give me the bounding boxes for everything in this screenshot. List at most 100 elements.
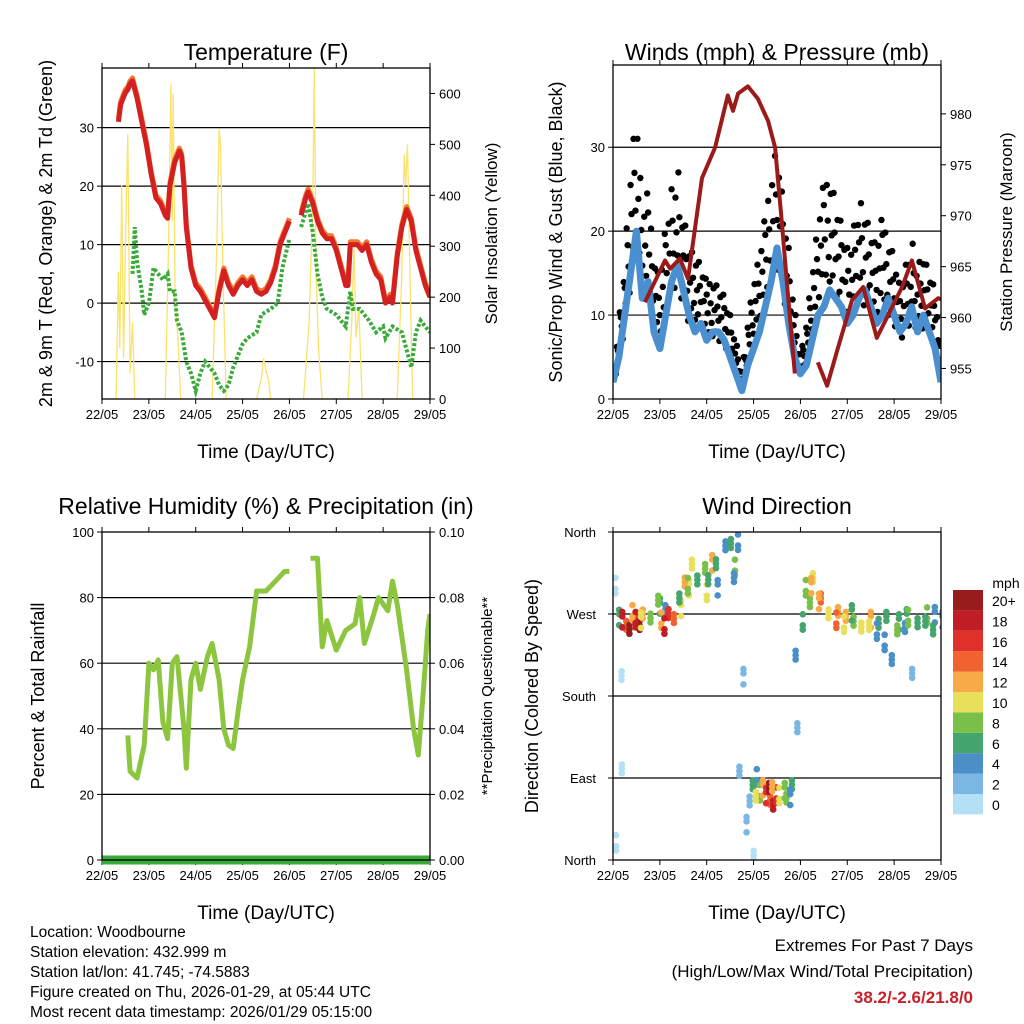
gust-point [721, 304, 728, 312]
gust-point [909, 240, 916, 247]
direction-point [794, 728, 801, 736]
x-axis-label: Time (Day/UTC) [708, 903, 846, 924]
y-axis-label: Direction (Colored By Speed) [522, 579, 542, 813]
y2-tick-label: 0.00 [439, 853, 464, 868]
colorbar-swatch [953, 712, 983, 733]
x-axis-label: Time (Day/UTC) [197, 903, 335, 924]
x-tick-label: 24/05 [179, 868, 212, 883]
gust-point [726, 311, 734, 319]
gust-point [837, 217, 844, 224]
gust-point [659, 283, 666, 291]
gust-point [694, 311, 702, 318]
colorbar-swatch [953, 773, 983, 794]
station-info: Location: Woodbourne Station elevation: … [30, 923, 372, 1023]
y2-tick-label: 0.08 [439, 591, 464, 606]
direction-point [781, 783, 789, 791]
direction-point [714, 592, 721, 599]
direction-point [802, 576, 810, 584]
direction-point [904, 606, 912, 614]
direction-point [743, 818, 750, 825]
y-tick-label: South [562, 689, 596, 704]
colorbar-swatch [953, 610, 983, 631]
gust-point [752, 297, 759, 305]
colorbar-swatch [953, 794, 983, 815]
direction-point [786, 801, 794, 809]
gust-point [940, 358, 941, 361]
gust-point [856, 274, 864, 281]
direction-point [825, 614, 832, 622]
direction-point [768, 787, 776, 795]
gust-point [768, 181, 776, 189]
wind-direction-panel: Wind Direction Time (Day/UTC) Direction (C… [522, 493, 1020, 924]
gust-point [761, 218, 768, 225]
colorbar-label: 2 [992, 777, 1000, 793]
gust-point [836, 288, 843, 295]
direction-point [931, 608, 939, 615]
y-tick-label: -10 [75, 355, 94, 370]
gust-point [673, 229, 680, 236]
direction-point [833, 609, 840, 616]
x-tick-label: 24/05 [179, 407, 212, 422]
gust-point [634, 135, 641, 142]
direction-point [865, 626, 873, 634]
y2-tick-label: 200 [439, 290, 461, 305]
direction-point [840, 613, 848, 620]
gust-point [643, 190, 651, 197]
x-tick-label: 27/05 [320, 868, 353, 883]
y-tick-label: 30 [80, 121, 94, 136]
y2-tick-label: 965 [950, 260, 972, 275]
gust-point [830, 189, 837, 197]
direction-points [606, 532, 941, 860]
td-2m-line [130, 203, 430, 399]
gust-point [707, 300, 714, 307]
gust-point [859, 268, 867, 276]
gust-point [806, 295, 813, 302]
direction-point [904, 621, 912, 629]
direction-point [858, 628, 865, 635]
direction-point [734, 532, 742, 538]
direction-point [873, 620, 881, 627]
direction-point [613, 589, 619, 597]
gust-point [644, 209, 652, 216]
gust-point [892, 271, 900, 278]
gust-point [929, 281, 937, 288]
y2-tick-label: 960 [950, 311, 972, 326]
direction-point [629, 601, 636, 609]
gust-point [823, 181, 830, 189]
gust-point [882, 229, 889, 236]
extremes-title: Extremes For Past 7 Days [774, 936, 973, 955]
gust-point [672, 194, 679, 201]
direction-point [762, 799, 770, 807]
gust-point [803, 324, 810, 331]
colorbar-label: 0 [992, 797, 1000, 813]
direction-point [908, 674, 916, 682]
gust-point [792, 311, 799, 319]
gust-point [690, 299, 698, 307]
y2-tick-label: 980 [950, 107, 972, 122]
direction-point [727, 544, 735, 552]
gust-point [661, 230, 668, 238]
gust-point [811, 303, 819, 310]
gust-point [813, 255, 821, 263]
colorbar-label: 20+ [992, 593, 1016, 609]
direction-point [848, 606, 856, 613]
direction-point [807, 589, 815, 597]
direction-point [792, 656, 799, 663]
gust-point [773, 216, 781, 224]
gust-point [825, 253, 832, 261]
direction-point [606, 552, 613, 559]
x-tick-label: 26/05 [273, 407, 306, 422]
direction-point [752, 797, 760, 804]
direction-point [613, 831, 620, 839]
x-tick-label: 29/05 [414, 868, 447, 883]
humidity-precip-panel: Relative Humidity (%) & Precipitation (i… [28, 493, 496, 924]
y2-axis-label: **Precipitation Questionable** [479, 597, 496, 796]
gust-point [748, 309, 755, 316]
gust-point [713, 282, 720, 289]
gust-point [702, 275, 709, 282]
plot-area [606, 532, 941, 860]
y2-axis-label: Solar Insolation (Yellow) [482, 143, 501, 325]
x-tick-label: 28/05 [367, 407, 400, 422]
y-tick-label: North [564, 853, 596, 868]
gust-point [731, 350, 739, 357]
